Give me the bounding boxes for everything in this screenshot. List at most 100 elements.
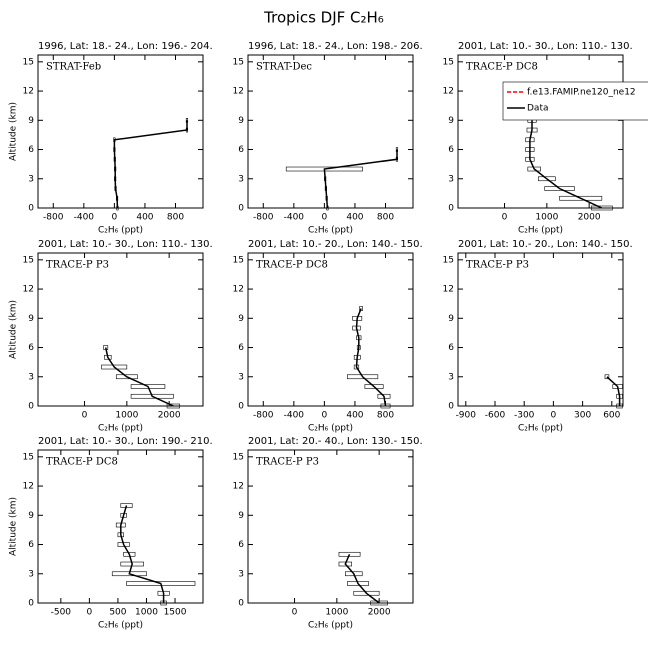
y-tick-label: 12 — [23, 285, 34, 295]
panel-label: STRAT-Feb — [46, 62, 101, 73]
y-tick-label: 6 — [238, 343, 244, 353]
legend-label: f.e13.FAMIP.ne120_ne12 — [527, 88, 636, 98]
error-box — [353, 590, 380, 596]
panel-title: 2001, Lat: 10.- 30., Lon: 190.- 210. — [38, 436, 213, 447]
error-box — [538, 176, 556, 182]
y-tick-label: 3 — [238, 372, 244, 382]
y-axis-label: Altitude (km) — [9, 300, 19, 359]
panel-title: 1996, Lat: 18.- 24., Lon: 196.- 204. — [38, 41, 213, 52]
error-box — [185, 127, 189, 133]
error-box — [616, 393, 623, 399]
y-tick-label: 9 — [28, 116, 34, 126]
x-tick-label: 300 — [574, 411, 591, 421]
legend-box — [502, 81, 648, 121]
error-box — [114, 176, 117, 182]
y-tick-label: 15 — [23, 452, 34, 462]
error-box — [325, 195, 328, 201]
error-box — [123, 551, 136, 557]
x-tick-label: 1500 — [164, 608, 187, 618]
error-box — [525, 137, 535, 143]
panel-label: TRACE-P P3 — [46, 260, 109, 271]
y-tick-label: 3 — [28, 569, 34, 579]
error-box — [116, 205, 119, 211]
x-tick-label: 1000 — [135, 608, 158, 618]
error-box — [377, 393, 391, 399]
error-box — [347, 581, 369, 586]
y-tick-label: 3 — [238, 569, 244, 579]
error-box — [370, 600, 388, 606]
panel-title: 2001, Lat: 20.- 40., Lon: 130.- 150. — [248, 436, 423, 447]
y-tick-label: 15 — [23, 57, 34, 67]
y-axis-label: Altitude (km) — [9, 102, 19, 161]
error-box — [115, 374, 138, 380]
error-box — [117, 532, 124, 538]
error-box — [525, 147, 535, 152]
error-box — [115, 522, 126, 528]
y-tick-label: 3 — [28, 372, 34, 382]
x-tick-label: 400 — [346, 411, 363, 421]
y-tick-label: 12 — [23, 87, 34, 97]
error-box — [111, 571, 147, 577]
error-box — [395, 147, 399, 152]
x-tick-label: 800 — [167, 213, 184, 223]
x-tick-label: -600 — [485, 411, 506, 421]
x-axis-label: C₂H₆ (ppt) — [308, 621, 353, 631]
x-tick-label: -800 — [43, 213, 64, 223]
panel-label: TRACE-P DC8 — [46, 457, 118, 468]
error-box — [338, 561, 352, 567]
error-box — [353, 354, 361, 360]
error-box — [395, 156, 399, 162]
panel-label: TRACE-P P3 — [466, 260, 529, 271]
y-tick-label: 6 — [238, 145, 244, 155]
x-tick-label: -800 — [253, 213, 274, 223]
panel-title: 2001, Lat: 10.- 30., Lon: 110.- 130. — [458, 41, 633, 52]
error-box — [166, 403, 181, 409]
y-tick-label: 3 — [238, 174, 244, 184]
error-box — [160, 600, 167, 606]
error-box — [157, 590, 170, 596]
x-tick-label: 0 — [551, 411, 557, 421]
figure-title: Tropics DJF C₂H₆ — [263, 9, 384, 27]
y-tick-label: 15 — [443, 57, 454, 67]
x-axis-label: C₂H₆ (ppt) — [308, 226, 353, 236]
error-box — [113, 147, 116, 152]
plot-frame — [37, 252, 204, 407]
x-axis-label: C₂H₆ (ppt) — [98, 621, 143, 631]
x-tick-label: 500 — [109, 608, 126, 618]
y-tick-label: 15 — [443, 255, 454, 265]
panel-label: TRACE-P DC8 — [466, 62, 538, 73]
y-tick-label: 9 — [238, 511, 244, 521]
y-tick-label: 3 — [28, 174, 34, 184]
error-box — [525, 156, 535, 162]
plot-frame — [37, 449, 204, 604]
panel-label: TRACE-P P3 — [256, 457, 319, 468]
error-box — [559, 195, 603, 201]
x-tick-label: 0 — [322, 213, 328, 223]
error-box — [356, 335, 362, 341]
legend-label: Data — [527, 104, 549, 114]
y-tick-label: 0 — [238, 599, 244, 609]
y-tick-label: 9 — [238, 116, 244, 126]
y-tick-label: 12 — [233, 482, 244, 492]
error-box — [117, 542, 130, 547]
plot-frame — [247, 449, 414, 604]
error-box — [616, 403, 623, 409]
y-tick-label: 12 — [23, 482, 34, 492]
error-box — [130, 393, 174, 399]
x-tick-label: 800 — [377, 213, 394, 223]
profile-line — [120, 505, 165, 603]
panel-title: 2001, Lat: 10.- 20., Lon: 140.- 150. — [248, 239, 423, 250]
y-tick-label: 0 — [238, 402, 244, 412]
y-tick-label: 0 — [28, 599, 34, 609]
x-tick-label: -400 — [74, 213, 95, 223]
x-tick-label: -800 — [253, 411, 274, 421]
error-box — [120, 561, 144, 567]
error-box — [345, 571, 363, 577]
x-tick-label: 0 — [87, 608, 93, 618]
y-tick-label: 0 — [28, 402, 34, 412]
x-axis-label: C₂H₆ (ppt) — [98, 226, 143, 236]
y-tick-label: 6 — [28, 343, 34, 353]
x-axis-label: C₂H₆ (ppt) — [98, 424, 143, 434]
profile-line — [355, 308, 387, 407]
